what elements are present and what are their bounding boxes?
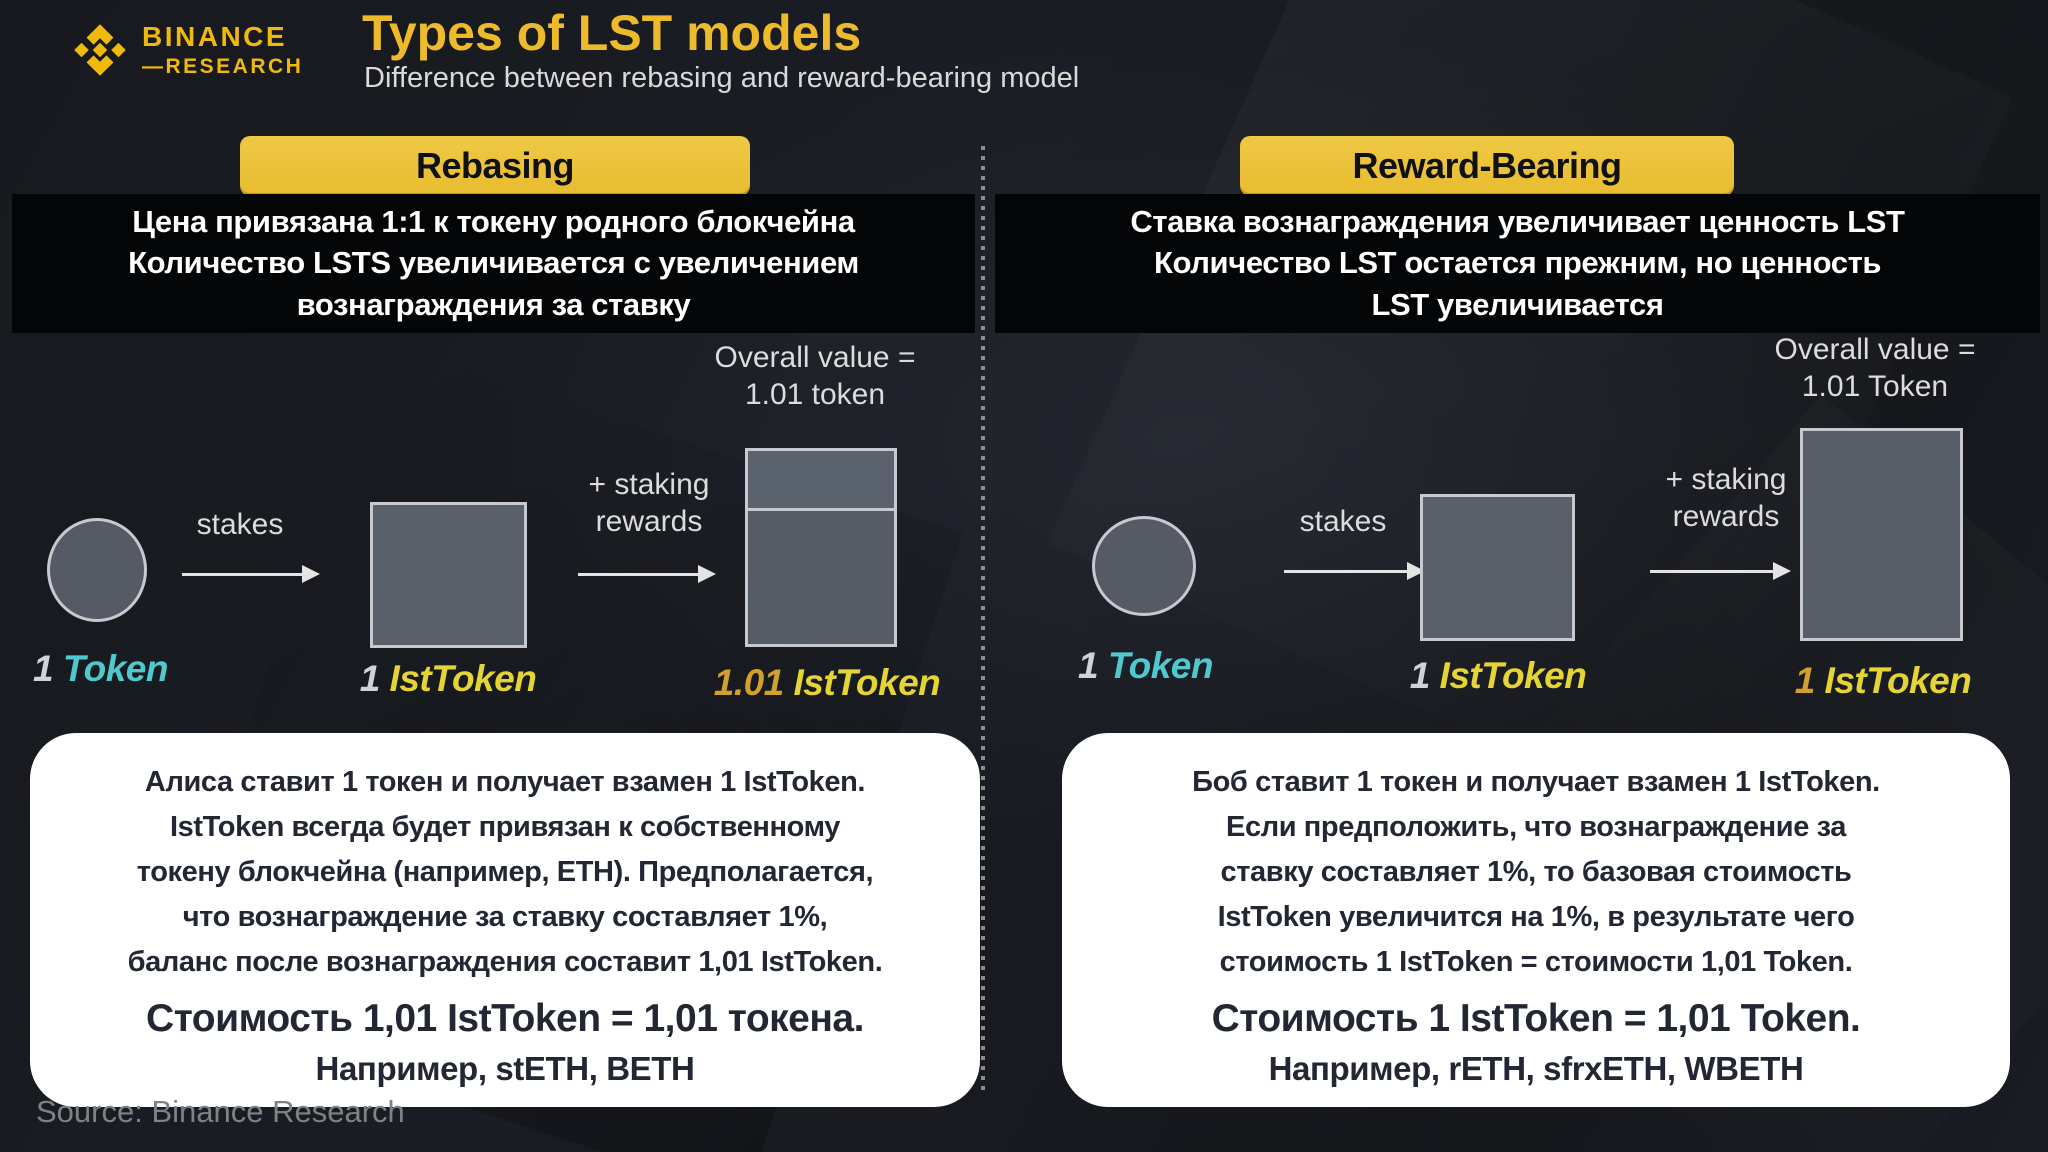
rebasing-badge: Rebasing (240, 136, 750, 196)
overall-value-label: Overall value = 1.01 Token (1725, 332, 2025, 405)
staking-rewards-line: rewards (595, 504, 703, 538)
binance-research-logo: BINANCE —RESEARCH (72, 22, 303, 78)
card-line: IstToken всегда будет привязан к собстве… (170, 811, 840, 843)
staking-rewards-label: + staking rewards (1632, 462, 1820, 535)
token-qty: 1 (33, 648, 63, 689)
grown-lst-shape (745, 448, 897, 647)
summary-line: Количество LSTS увеличивается с увеличен… (128, 245, 859, 281)
overall-value-line: 1.01 token (744, 377, 886, 411)
lst-label: 1 IstToken (348, 658, 548, 700)
logo-wordmark: BINANCE (142, 21, 288, 52)
lst-name: IstToken (1439, 655, 1587, 696)
summary-line: Ставка вознаграждения увеличивает ценнос… (1130, 204, 1905, 239)
card-line: Алиса ставит 1 токен и получает взамен 1… (144, 766, 866, 798)
rewards-arrow (578, 565, 716, 583)
summary-line: вознаграждения за ставку (296, 286, 691, 322)
final-name: IstToken (1824, 660, 1972, 701)
card-highlight: Стоимость 1 IstToken = 1,01 Token. (1211, 997, 1861, 1040)
summary-line: LST увеличивается (1371, 286, 1664, 322)
reward-bearing-summary-band: Ставка вознаграждения увеличивает ценнос… (995, 194, 2040, 333)
card-line: Боб ставит 1 токен и получает взамен 1 I… (1192, 766, 1880, 798)
page-title: Types of LST models (362, 5, 862, 61)
overall-value-line: 1.01 Token (1801, 369, 1949, 403)
logo-subbrand: —RESEARCH (142, 55, 304, 78)
binance-diamond-icon (74, 24, 126, 76)
source-credit: Source: Binance Research (36, 1094, 405, 1129)
stakes-arrow (1284, 562, 1425, 580)
token-qty: 1 (1078, 645, 1108, 686)
lst-name: IstToken (389, 658, 537, 699)
final-qty: 1 (1794, 660, 1825, 701)
overall-value-line: Overall value = (714, 341, 916, 374)
card-highlight: Стоимость 1,01 IstToken = 1,01 токена. (146, 997, 864, 1040)
overall-value-label: Overall value = 1.01 token (640, 340, 990, 413)
reward-bearing-badge: Reward-Bearing (1240, 136, 1734, 196)
token-name: Token (62, 648, 169, 689)
lst-square-shape (1420, 494, 1575, 641)
card-line: что вознаграждение за ставку составляет … (182, 901, 828, 933)
staking-rewards-label: + staking rewards (558, 467, 740, 540)
token-circle-shape (47, 518, 147, 622)
grown-lst-shape (1800, 428, 1963, 641)
card-line: токену блокчейна (например, ETH). Предпо… (136, 856, 874, 888)
reward-segment (748, 451, 894, 511)
token-name: Token (1107, 645, 1214, 686)
card-examples: Например, stETH, BETH (315, 1050, 695, 1087)
card-line: Если предположить, что вознаграждение за (1226, 811, 1846, 843)
stakes-label: stakes (196, 508, 284, 541)
background-shard (1047, 0, 2013, 828)
stakes-arrow (182, 565, 320, 583)
card-line: баланс после вознаграждения составит 1,0… (127, 946, 883, 978)
summary-line: Количество LST остается прежним, но ценн… (1153, 245, 1882, 281)
staking-rewards-line: + staking (588, 468, 710, 501)
token-circle-shape (1092, 516, 1196, 616)
final-lst-label: 1.01 IstToken (712, 662, 942, 704)
lst-qty: 1 (1409, 655, 1440, 696)
card-examples: Например, rETH, sfrxETH, WBETH (1268, 1050, 1804, 1087)
final-qty: 1.01 (713, 662, 794, 703)
overall-value-line: Overall value = (1774, 333, 1976, 366)
card-line: стоимость 1 IstToken = стоимости 1,01 To… (1219, 946, 1853, 978)
reward-bearing-explanation-card: Боб ставит 1 токен и получает взамен 1 I… (1062, 733, 2010, 1107)
final-name: IstToken (793, 662, 941, 703)
column-divider (981, 146, 985, 1096)
rebasing-summary-band: Цена привязана 1:1 к токену родного блок… (12, 194, 975, 333)
card-line: ставку составляет 1%, то базовая стоимос… (1220, 856, 1852, 888)
stakes-label: stakes (1299, 505, 1387, 538)
lst-square-shape (370, 502, 527, 648)
lst-qty: 1 (359, 658, 390, 699)
staking-rewards-line: rewards (1672, 499, 1780, 533)
rebasing-explanation-card: Алиса ставит 1 токен и получает взамен 1… (30, 733, 980, 1107)
page-subtitle: Difference between rebasing and reward-b… (364, 62, 1080, 94)
token-label: 1 Token (18, 648, 183, 690)
summary-line: Цена привязана 1:1 к токену родного блок… (132, 204, 855, 239)
rewards-arrow (1650, 562, 1791, 580)
card-line: IstToken увеличится на 1%, в результате … (1217, 901, 1855, 933)
lst-label: 1 IstToken (1398, 655, 1598, 697)
token-label: 1 Token (1063, 645, 1228, 687)
final-lst-label: 1 IstToken (1768, 660, 1998, 702)
staking-rewards-line: + staking (1665, 463, 1787, 496)
